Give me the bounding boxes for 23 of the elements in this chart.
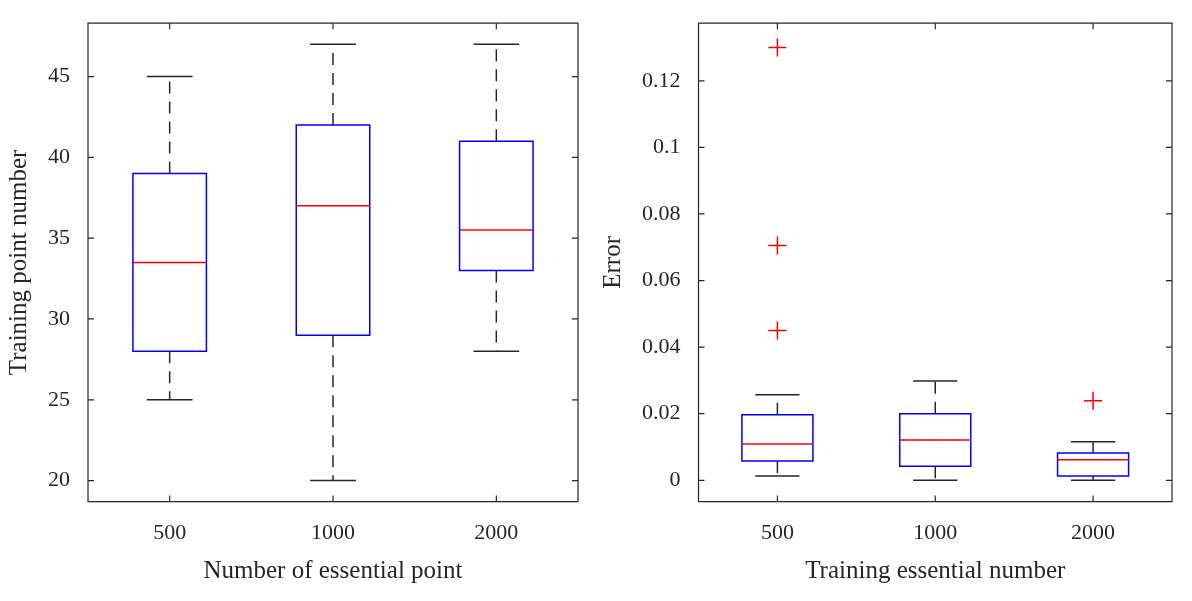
y-tick-label: 45 [48, 62, 70, 88]
y-tick-label: 0.1 [653, 133, 681, 159]
y-tick-label: 35 [48, 223, 70, 249]
y-tick-label: 0.06 [642, 266, 681, 292]
y-tick-label: 0.02 [642, 399, 681, 425]
x-tick-label: 500 [153, 518, 187, 544]
y-tick-label: 0 [669, 466, 681, 492]
y-tick-label: 20 [48, 466, 70, 492]
y-tick-label: 25 [48, 385, 70, 411]
y-tick-label: 0.08 [642, 199, 681, 225]
x-tick-label: 2000 [474, 518, 519, 544]
x-tick-label: 2000 [1071, 518, 1116, 544]
y-axis-title: Error [597, 235, 625, 289]
x-tick-label: 1000 [913, 518, 958, 544]
y-tick-label: 0.04 [642, 332, 681, 358]
x-axis-title: Number of essential point [203, 555, 463, 583]
y-tick-label: 30 [48, 304, 70, 330]
x-tick-label: 500 [760, 518, 794, 544]
x-tick-label: 1000 [311, 518, 355, 544]
x-axis-title: Training essential number [805, 555, 1066, 583]
y-tick-label: 40 [48, 143, 70, 169]
y-tick-label: 0.12 [642, 66, 681, 92]
y-axis-title: Training point number [3, 149, 31, 376]
